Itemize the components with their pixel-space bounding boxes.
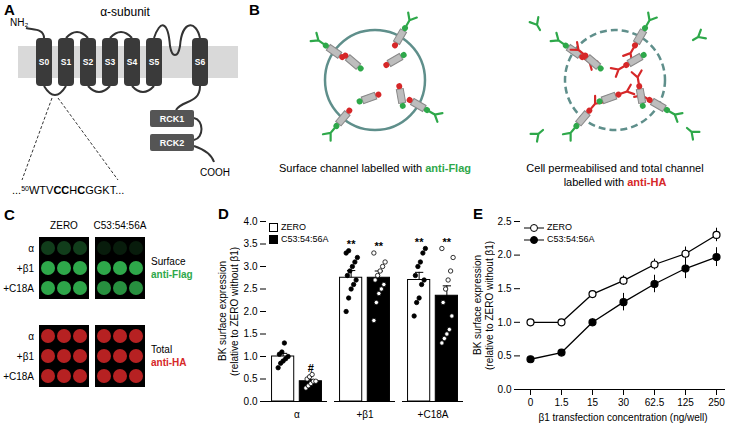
svg-text:2.5: 2.5 (244, 283, 258, 294)
svg-text:+C18A: +C18A (3, 283, 34, 294)
svg-text:2.0: 2.0 (498, 249, 512, 260)
svg-text:0.5: 0.5 (244, 373, 258, 384)
svg-text:S2: S2 (83, 57, 94, 67)
svg-text:+C18A: +C18A (418, 409, 449, 420)
svg-text:S4: S4 (127, 57, 138, 67)
svg-text:α-subunit: α-subunit (100, 5, 150, 19)
svg-text:NH₂: NH₂ (10, 17, 28, 28)
html-text:D: D (218, 205, 229, 222)
svg-text:Total: Total (151, 344, 172, 355)
svg-text:α: α (294, 409, 300, 420)
svg-text:1.5: 1.5 (244, 328, 258, 339)
svg-text:Cell permeabilised and total c: Cell permeabilised and total channel (526, 162, 703, 174)
svg-text:125: 125 (677, 397, 694, 408)
svg-text:A: A (4, 1, 15, 18)
html-text:C53:54:56A: C53:54:56A (281, 233, 329, 244)
svg-text:α: α (28, 243, 34, 254)
svg-text:RCK1: RCK1 (160, 114, 185, 124)
svg-text:**: ** (443, 236, 452, 248)
svg-text:B: B (249, 1, 260, 18)
svg-text:0.0: 0.0 (498, 384, 512, 395)
svg-text:RCK2: RCK2 (160, 138, 185, 148)
html-text:ZERO: ZERO (281, 222, 306, 232)
svg-text:anti-HA: anti-HA (151, 357, 187, 368)
svg-text:C53:54:56A: C53:54:56A (94, 220, 147, 231)
svg-text:0: 0 (528, 397, 534, 408)
html-text:ZERO: ZERO (547, 222, 572, 232)
svg-text:**: ** (375, 240, 384, 252)
svg-text:COOH: COOH (200, 167, 230, 178)
svg-text:anti-Flag: anti-Flag (151, 269, 193, 280)
svg-text:2.5: 2.5 (498, 216, 512, 227)
svg-text:0.0: 0.0 (244, 396, 258, 407)
svg-text:30: 30 (618, 397, 630, 408)
svg-text:4.0: 4.0 (244, 216, 258, 227)
svg-text:+β1: +β1 (17, 351, 35, 362)
svg-text:S6: S6 (195, 57, 206, 67)
svg-text:Surface channel labelled with: Surface channel labelled with anti-Flag (279, 162, 471, 174)
svg-text:+C18A: +C18A (3, 371, 34, 382)
svg-text:1.5: 1.5 (498, 283, 512, 294)
svg-text:S1: S1 (61, 57, 72, 67)
svg-text:62.5: 62.5 (645, 397, 665, 408)
html-text:C53:54:56A: C53:54:56A (547, 233, 595, 244)
svg-text:S0: S0 (39, 57, 50, 67)
html-text:E: E (473, 205, 483, 222)
svg-text:2.0: 2.0 (244, 306, 258, 317)
html-text:BK surface expression (relativ: BK surface expression (relative to ZERO … (217, 246, 240, 376)
svg-text:...50WTVCCHCGGKT...: ...50WTVCCHCGGKT... (12, 184, 124, 196)
svg-text:**: ** (347, 238, 356, 250)
svg-text:S5: S5 (149, 57, 160, 67)
svg-text:+β1: +β1 (356, 409, 374, 420)
svg-text:3.0: 3.0 (244, 261, 258, 272)
svg-text:β1 transfection concentration: β1 transfection concentration (ng/well) (538, 412, 707, 423)
html-text:BK surface expression (relativ: BK surface expression (relative to ZERO … (472, 240, 495, 370)
svg-text:1.0: 1.0 (498, 317, 512, 328)
svg-text:C: C (4, 206, 15, 223)
svg-text:0.5: 0.5 (498, 350, 512, 361)
svg-text:1.5: 1.5 (555, 397, 569, 408)
svg-text:1.0: 1.0 (244, 351, 258, 362)
svg-text:α: α (28, 331, 34, 342)
svg-text:#: # (308, 362, 314, 374)
svg-text:3.5: 3.5 (244, 238, 258, 249)
svg-text:ZERO: ZERO (50, 220, 78, 231)
svg-text:15: 15 (587, 397, 599, 408)
svg-text:**: ** (415, 236, 424, 248)
svg-text:250: 250 (708, 397, 725, 408)
svg-text:S3: S3 (105, 57, 116, 67)
svg-text:+β1: +β1 (17, 263, 35, 274)
svg-text:Surface: Surface (151, 256, 186, 267)
svg-text:labelled with anti-HA: labelled with anti-HA (564, 176, 667, 188)
